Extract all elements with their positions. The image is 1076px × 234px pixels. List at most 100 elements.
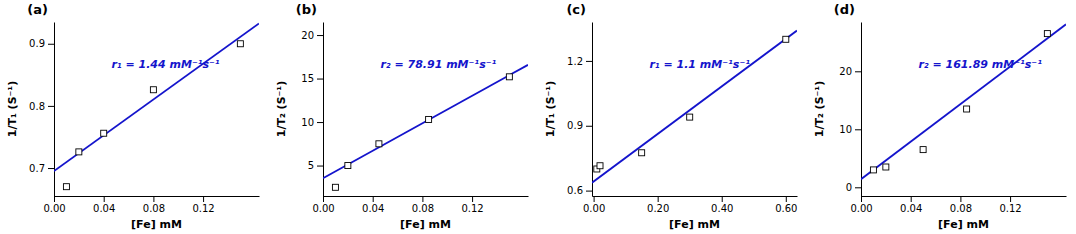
- y-tick: 5: [308, 160, 323, 171]
- scatter-point: [597, 163, 603, 169]
- x-tick: 0.20: [647, 196, 669, 214]
- x-tick: 0.60: [775, 196, 797, 214]
- y-tick: 1.2: [567, 56, 592, 67]
- y-tick-mark: [317, 122, 323, 123]
- y-tick-label: 5: [308, 160, 314, 171]
- annotation: r₁ = 1.44 mM⁻¹s⁻¹: [111, 58, 219, 71]
- scatter-point: [76, 149, 82, 155]
- x-tick-label: 0.00: [583, 203, 605, 214]
- y-tick-label: 0.6: [567, 185, 583, 196]
- y-tick-mark: [586, 126, 592, 127]
- x-tick-label: 0.04: [362, 203, 384, 214]
- y-axis-label: 1/T₂ (S⁻¹): [813, 81, 826, 137]
- x-tick: 0.12: [461, 196, 483, 214]
- x-axis-label: [Fe] mM: [400, 218, 451, 231]
- panel: 0.000.200.400.600.60.91.2r₁ = 1.1 mM⁻¹s⁻…: [544, 2, 798, 231]
- y-axis-label: 1/T₁ (S⁻¹): [6, 81, 19, 137]
- x-tick-mark: [104, 196, 105, 202]
- marks: [54, 23, 259, 189]
- y-axis: 0.70.80.9: [29, 23, 54, 197]
- y-tick-label: 1.2: [567, 56, 583, 67]
- y-axis-line: [592, 23, 593, 197]
- fit-line: [861, 24, 1066, 179]
- x-tick: 0.08: [412, 196, 434, 214]
- y-tick-mark: [48, 168, 54, 169]
- y-tick-label: 20: [301, 30, 314, 41]
- y-tick: 0.6: [567, 185, 592, 196]
- annotation: r₂ = 78.91 mM⁻¹s⁻¹: [380, 58, 496, 71]
- x-tick: 0.04: [362, 196, 384, 214]
- fit-line: [592, 31, 797, 183]
- x-axis-label: [Fe] mM: [669, 218, 720, 231]
- plot-area: 0.000.200.400.600.60.91.2r₁ = 1.1 mM⁻¹s⁻…: [544, 2, 798, 231]
- scatter-point: [376, 141, 382, 147]
- x-tick-label: 0.04: [900, 203, 922, 214]
- fit-line: [54, 23, 259, 171]
- x-tick-label: 0.12: [999, 203, 1021, 214]
- y-tick-label: 0: [846, 182, 852, 193]
- x-tick-mark: [54, 196, 55, 202]
- x-tick: 0.04: [900, 196, 922, 214]
- scatter-point: [1044, 31, 1050, 37]
- x-tick-mark: [658, 196, 659, 202]
- fit-line: [323, 65, 528, 178]
- x-tick-label: 0.12: [461, 203, 483, 214]
- x-tick: 0.00: [850, 196, 872, 214]
- y-tick-label: 0.9: [29, 38, 45, 49]
- x-tick-label: 0.08: [412, 203, 434, 214]
- y-tick-label: 0.7: [29, 163, 45, 174]
- y-tick-mark: [317, 35, 323, 36]
- annotation: r₂ = 161.89 mM⁻¹s⁻¹: [918, 58, 1042, 71]
- y-axis-line: [861, 23, 862, 197]
- scatter-point: [506, 74, 512, 80]
- x-axis: 0.000.040.080.12: [43, 196, 259, 214]
- marks: [861, 24, 1066, 179]
- x-tick: 0.00: [312, 196, 334, 214]
- panel: 0.00 0.04 0.08 0.12 5 10 15 20 r₂ = 78.91 mM⁻¹s⁻…: [275, 2, 529, 231]
- x-tick-label: 0.00: [43, 203, 65, 214]
- y-tick-label: 20: [839, 66, 852, 77]
- panel-label: (a): [27, 2, 48, 17]
- x-tick-mark: [722, 196, 723, 202]
- y-axis: 5 10 15 20: [301, 23, 323, 197]
- marks: [592, 31, 797, 183]
- scatter-point: [237, 41, 243, 47]
- x-tick-label: 0.12: [192, 203, 214, 214]
- y-tick-mark: [855, 187, 861, 188]
- y-tick-label: 15: [301, 73, 314, 84]
- y-tick: 10: [301, 117, 323, 128]
- x-tick-label: 0.60: [775, 203, 797, 214]
- x-axis: 0.00 0.04 0.08 0.12: [312, 196, 528, 214]
- y-tick: 20: [839, 66, 861, 77]
- scatter-point: [964, 106, 970, 112]
- y-tick-mark: [855, 71, 861, 72]
- panel-label: (d): [834, 2, 855, 17]
- panel-label: (b): [296, 2, 317, 17]
- y-tick: 10: [839, 124, 861, 135]
- x-tick: 0.12: [192, 196, 214, 214]
- plot-area: 0.000.040.080.120.70.80.9 r₁ = 1.44 mM⁻¹s…: [6, 2, 260, 231]
- y-tick: 20: [301, 30, 323, 41]
- scatter-point: [63, 184, 69, 190]
- scatter-point: [783, 36, 789, 42]
- x-axis-line: [55, 196, 260, 197]
- scatter-point: [101, 130, 107, 136]
- scatter-point: [870, 167, 876, 173]
- y-axis: 0 10 20: [839, 23, 861, 197]
- x-tick-mark: [323, 196, 324, 202]
- y-axis-line: [323, 23, 324, 197]
- y-tick-mark: [317, 79, 323, 80]
- x-axis-label: [Fe] mM: [938, 218, 989, 231]
- x-axis-line: [593, 196, 798, 197]
- plot-area: 0.00 0.04 0.08 0.12 0 10 20 r₂ = 161.89 mM⁻¹s⁻¹…: [813, 2, 1067, 231]
- scatter-point: [920, 147, 926, 153]
- x-tick: 0.40: [711, 196, 733, 214]
- x-tick-mark: [472, 196, 473, 202]
- x-tick-label: 0.00: [850, 203, 872, 214]
- x-axis-label: [Fe] mM: [131, 218, 182, 231]
- figure: 0.00 0.04 0.08 0.12 0.70.80.9 r₁ = 1.44 mM⁻¹s…: [0, 0, 1076, 234]
- y-tick: 0.7: [29, 163, 54, 174]
- x-tick-label: 0.08: [950, 203, 972, 214]
- x-axis: 0.00 0.04 0.08 0.12: [850, 196, 1066, 214]
- y-tick: 0.9: [567, 120, 592, 131]
